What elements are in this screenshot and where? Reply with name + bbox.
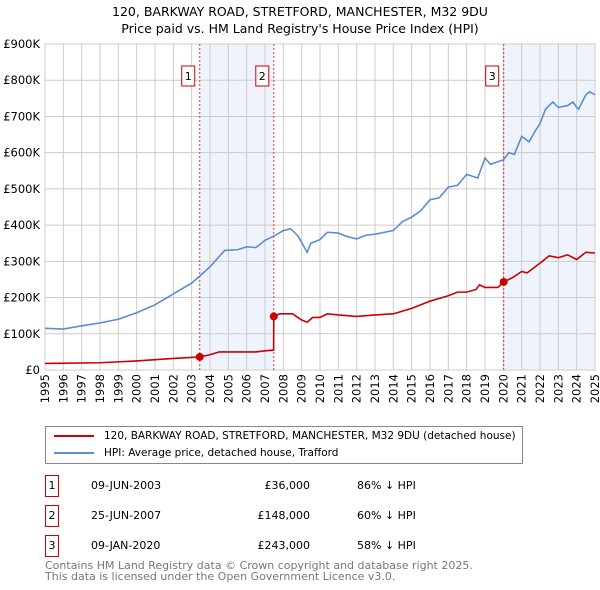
footer-line: This data is licensed under the Open Gov… xyxy=(45,570,396,583)
y-tick-label: £500K xyxy=(3,182,40,196)
date: 09-JUN-2003 xyxy=(91,479,162,492)
y-tick-label: £800K xyxy=(3,73,40,87)
y-tick-label: £200K xyxy=(3,291,40,305)
x-tick-label: 2014 xyxy=(386,374,400,403)
marker-badge: 2 xyxy=(45,505,59,527)
x-tick-label: 2024 xyxy=(570,374,584,403)
x-tick-label: 1996 xyxy=(56,374,70,403)
legend: 120, BARKWAY ROAD, STRETFORD, MANCHESTER… xyxy=(45,426,523,464)
x-tick-label: 1995 xyxy=(38,374,52,403)
y-tick-label: £300K xyxy=(3,254,40,268)
transaction-row: 2 25-JUN-2007 £148,000 60% ↓ HPI xyxy=(45,505,445,527)
transaction-row: 1 09-JUN-2003 £36,000 86% ↓ HPI xyxy=(45,475,445,497)
sale-badge xyxy=(485,65,500,87)
legend-item-hpi: HPI: Average price, detached house, Traf… xyxy=(54,447,338,459)
x-tick-label: 2010 xyxy=(313,374,327,403)
footer-line: Contains HM Land Registry data © Crown c… xyxy=(45,559,473,572)
x-tick-label: 2015 xyxy=(405,374,419,403)
sale-badge xyxy=(181,65,196,87)
y-tick-label: £400K xyxy=(3,218,40,232)
y-tick-label: £700K xyxy=(3,109,40,123)
hpi-diff: 60% ↓ HPI xyxy=(357,509,416,522)
plot-frame xyxy=(44,43,596,371)
chart-subtitle: Price paid vs. HM Land Registry's House … xyxy=(121,21,479,36)
y-tick-label: £600K xyxy=(3,146,40,160)
x-tick-label: 2009 xyxy=(295,374,309,403)
x-tick-label: 2006 xyxy=(240,374,254,403)
date: 09-JAN-2020 xyxy=(91,539,161,552)
legend-label: 120, BARKWAY ROAD, STRETFORD, MANCHESTER… xyxy=(104,430,516,442)
x-tick-label: 2018 xyxy=(460,374,474,403)
hpi-diff: 86% ↓ HPI xyxy=(357,479,416,492)
x-tick-label: 2008 xyxy=(276,374,290,403)
x-tick-label: 2007 xyxy=(258,374,272,403)
transaction-row: 3 09-JAN-2020 £243,000 58% ↓ HPI xyxy=(45,535,445,557)
x-tick-label: 1998 xyxy=(93,374,107,403)
sale-point xyxy=(195,352,204,361)
legend-item-property: 120, BARKWAY ROAD, STRETFORD, MANCHESTER… xyxy=(54,430,516,442)
price: £148,000 xyxy=(257,509,311,522)
series-line xyxy=(44,251,596,365)
sale-point xyxy=(499,277,508,286)
price-chart: £0 £100K £200K £300K £400K £500K £600K £700K £80… xyxy=(3,37,600,403)
series-line xyxy=(44,90,596,330)
hpi-diff: 58% ↓ HPI xyxy=(357,539,416,552)
y-tick-label: £0 xyxy=(25,363,40,377)
x-tick-label: 2021 xyxy=(515,374,529,403)
sale-badge-label: 2 xyxy=(259,70,266,83)
sale-badge-label: 1 xyxy=(185,70,192,83)
price: £243,000 xyxy=(257,539,311,552)
x-tick-label: 2019 xyxy=(478,374,492,403)
y-tick-label: £900K xyxy=(3,37,40,51)
footer: Contains HM Land Registry data © Crown c… xyxy=(45,560,473,582)
x-tick-label: 1999 xyxy=(111,374,125,403)
legend-swatch xyxy=(54,452,94,454)
x-tick-label: 2000 xyxy=(130,374,144,403)
shaded-period xyxy=(503,44,595,370)
x-tick-label: 2017 xyxy=(441,374,455,403)
x-tick-label: 2023 xyxy=(551,374,565,403)
price: £36,000 xyxy=(264,479,311,492)
shaded-period xyxy=(199,44,274,370)
date: 25-JUN-2007 xyxy=(91,509,162,522)
x-tick-label: 2003 xyxy=(185,374,199,403)
legend-label: HPI: Average price, detached house, Traf… xyxy=(104,447,339,459)
x-tick-label: 2022 xyxy=(533,374,547,403)
x-tick-label: 2004 xyxy=(203,374,217,403)
x-tick-label: 2012 xyxy=(350,374,364,403)
x-tick-label: 2001 xyxy=(148,374,162,403)
x-tick-label: 2011 xyxy=(331,374,345,403)
marker-badge: 1 xyxy=(45,475,59,497)
x-tick-label: 2020 xyxy=(496,374,510,403)
x-tick-label: 1997 xyxy=(75,374,89,403)
sale-point xyxy=(269,312,278,321)
chart-title: 120, BARKWAY ROAD, STRETFORD, MANCHESTER… xyxy=(112,4,488,19)
x-tick-label: 2025 xyxy=(588,374,600,403)
x-tick-label: 2005 xyxy=(221,374,235,403)
sale-badge-label: 3 xyxy=(489,70,496,83)
y-tick-label: £100K xyxy=(3,327,40,341)
x-tick-label: 2002 xyxy=(166,374,180,403)
marker-badge: 3 xyxy=(45,535,59,557)
legend-swatch xyxy=(54,435,94,437)
sale-badge xyxy=(255,65,270,87)
x-tick-label: 2016 xyxy=(423,374,437,403)
x-tick-label: 2013 xyxy=(368,374,382,403)
